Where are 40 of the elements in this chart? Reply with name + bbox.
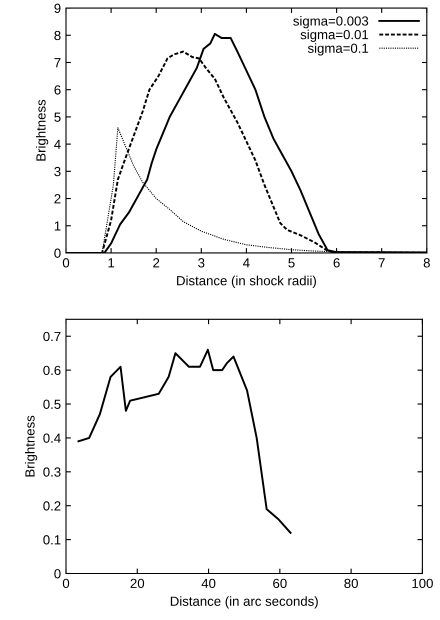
legend-label: sigma=0.003 <box>293 16 368 28</box>
x-tick-label: 8 <box>424 258 430 268</box>
x-tick-label: 0 <box>62 258 70 268</box>
y-tick-label: 0.1 <box>43 535 60 545</box>
y-tick-label: 0 <box>54 569 61 578</box>
y-tick-label: 6 <box>54 85 61 95</box>
x-tick-label: 40 <box>202 578 216 588</box>
legend-label: sigma=0.01 <box>300 30 368 42</box>
x-tick-label: 100 <box>412 578 433 588</box>
y-tick-label: 0.2 <box>43 501 60 511</box>
y-tick-label: 7 <box>54 58 60 68</box>
y-tick-label: 2 <box>54 194 60 204</box>
x-axis-title: Distance (in shock radii) <box>177 276 316 288</box>
y-axis-title: Brightness <box>36 100 48 161</box>
y-tick-label: 5 <box>54 112 61 122</box>
y-axis-title: Brightness <box>24 416 38 476</box>
y-tick-label: 1 <box>54 221 60 231</box>
x-tick-label: 6 <box>334 258 340 268</box>
x-tick-label: 60 <box>273 578 287 588</box>
x-tick-label: 3 <box>198 258 204 268</box>
y-tick-label: 0.5 <box>43 400 61 409</box>
x-tick-label: 4 <box>243 258 250 268</box>
x-tick-label: 5 <box>288 258 295 268</box>
y-tick-label: 3 <box>54 166 61 176</box>
y-tick-label: 0.7 <box>43 332 60 342</box>
y-tick-label: 8 <box>54 30 61 40</box>
y-tick-label: 9 <box>54 4 61 13</box>
legend-label: sigma=0.1 <box>308 43 368 56</box>
y-tick-label: 0.3 <box>43 467 61 477</box>
x-tick-label: 80 <box>344 578 358 588</box>
x-tick-label: 20 <box>130 578 144 588</box>
y-tick-label: 4 <box>54 140 61 149</box>
x-tick-label: 1 <box>108 258 114 268</box>
y-tick-label: 0.4 <box>43 433 61 443</box>
y-tick-label: 0 <box>54 248 61 258</box>
x-tick-label: 0 <box>62 578 70 588</box>
y-tick-label: 0.6 <box>43 366 61 376</box>
x-axis-title: Distance (in arc seconds) <box>170 596 318 609</box>
x-tick-label: 7 <box>378 258 385 268</box>
x-tick-label: 2 <box>153 258 160 268</box>
